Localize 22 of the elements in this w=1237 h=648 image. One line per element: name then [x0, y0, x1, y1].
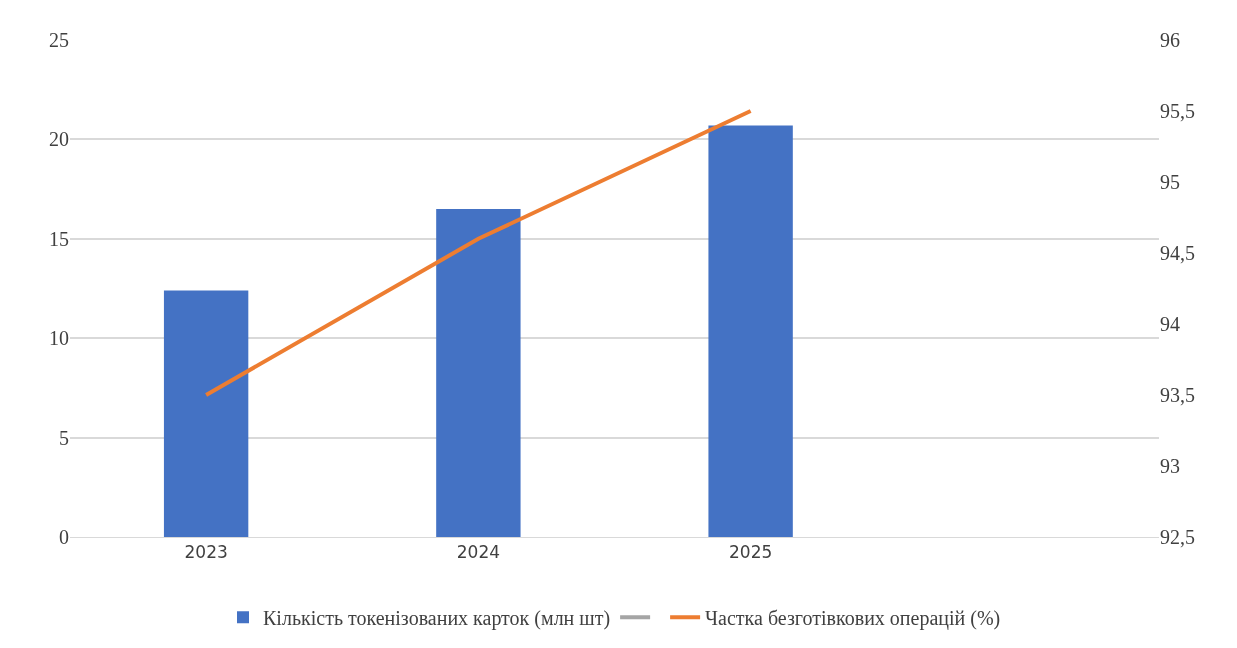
legend-label: Частка безготівкових операцій (%): [705, 607, 1001, 631]
x-tick-label: 2023: [184, 542, 228, 563]
y-tick-label: 5: [59, 426, 69, 449]
y-tick-label: 25: [49, 29, 69, 51]
bar: [436, 208, 521, 537]
y2-tick-label: 92,5: [1160, 526, 1195, 548]
y2-tick-label: 93: [1160, 455, 1180, 477]
bar: [708, 125, 793, 537]
y-tick-label: 20: [49, 128, 69, 151]
y2-tick-label: 96: [1160, 29, 1180, 51]
x-tick-label: 2025: [729, 542, 773, 563]
y2-tick-label: 95,5: [1160, 100, 1195, 122]
y-tick-label: 15: [49, 227, 69, 250]
legend-label: Кількість токенізованих карток (млн шт): [263, 607, 611, 631]
y2-tick-label: 95: [1160, 171, 1180, 193]
y2-tick-label: 94: [1160, 313, 1180, 335]
bar: [163, 290, 249, 537]
x-tick-label: 2024: [456, 542, 501, 563]
y2-tick-label: 94,5: [1160, 242, 1195, 264]
y-tick-label: 0: [59, 526, 69, 548]
y2-tick-label: 93,5: [1160, 384, 1195, 406]
y-tick-label: 10: [49, 327, 69, 350]
